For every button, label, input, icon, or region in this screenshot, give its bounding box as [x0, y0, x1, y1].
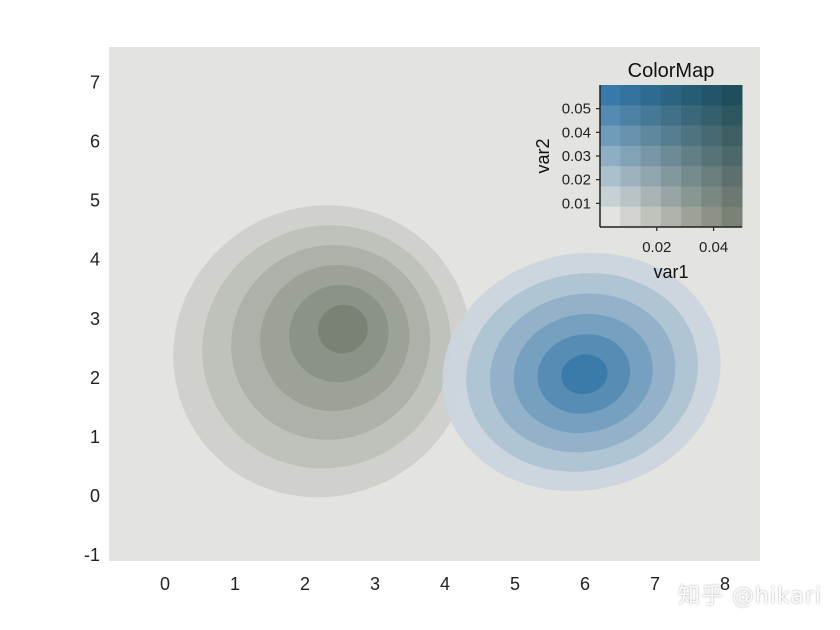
colormap-cell: [721, 85, 743, 106]
inset-y-tick-label: 0.03: [562, 148, 591, 165]
y-axis-ticks: -1 0 1 2 3 4 5 6 7: [84, 72, 100, 565]
inset-title: ColorMap: [628, 60, 715, 82]
colormap-cell: [681, 206, 702, 228]
colormap-cell: [600, 206, 621, 228]
x-tick-label: 1: [230, 574, 240, 594]
y-tick-label: 2: [90, 368, 100, 388]
y-tick-label: 1: [90, 427, 100, 447]
colormap-cell: [620, 206, 642, 228]
colormap-cell: [701, 206, 723, 228]
inset-y-tick-label: 0.01: [562, 195, 591, 212]
colormap-cell: [701, 166, 723, 187]
x-tick-label: 5: [510, 574, 520, 594]
inset-y-tick-label: 0.02: [562, 172, 591, 189]
y-tick-label: 5: [90, 191, 100, 211]
colormap-cell: [640, 206, 662, 228]
inset-y-label: var2: [533, 138, 553, 173]
colormap-cell: [640, 145, 662, 167]
x-tick-label: 4: [440, 574, 450, 594]
inset-x-tick-label: 0.04: [699, 239, 728, 256]
x-axis-ticks: 0 1 2 3 4 5 6 7 8: [160, 574, 730, 594]
colormap-cell: [701, 186, 723, 208]
colormap-cell: [721, 125, 743, 147]
colormap-cell: [721, 186, 743, 208]
x-tick-label: 8: [720, 574, 730, 594]
inset-x-ticks: 0.02 0.04: [642, 227, 728, 256]
colormap-cell: [721, 145, 743, 167]
colormap-cell: [701, 145, 723, 167]
colormap-cell: [600, 105, 621, 127]
colormap-grid: [600, 85, 743, 228]
colormap-cell: [681, 105, 702, 127]
colormap-cell: [600, 85, 621, 106]
colormap-cell: [600, 186, 621, 208]
x-tick-label: 7: [650, 574, 660, 594]
colormap-cell: [721, 206, 743, 228]
colormap-cell: [681, 166, 702, 187]
colormap-cell: [681, 85, 702, 106]
inset-x-tick-label: 0.02: [642, 239, 671, 256]
colormap-cell: [681, 145, 702, 167]
colormap-cell: [681, 186, 702, 208]
colormap-cell: [640, 85, 662, 106]
contour-layer: [173, 205, 721, 498]
colormap-cell: [701, 125, 723, 147]
colormap-cell: [660, 206, 682, 228]
colormap-cell: [640, 105, 662, 127]
x-tick-label: 2: [300, 574, 310, 594]
watermark: 知乎 @hikari: [677, 584, 822, 609]
colormap-cell: [660, 125, 682, 147]
colormap-cell: [701, 105, 723, 127]
inset-x-label: var1: [653, 262, 688, 282]
inset-y-tick-label: 0.05: [562, 101, 591, 118]
colormap-cell: [600, 145, 621, 167]
colormap-cell: [660, 105, 682, 127]
x-tick-label: 3: [370, 574, 380, 594]
inset-y-tick-label: 0.04: [562, 124, 591, 141]
contour-level: [561, 354, 608, 395]
colormap-cell: [640, 186, 662, 208]
inset-y-ticks: 0.01 0.02 0.03 0.04 0.05: [562, 101, 600, 212]
colormap-cell: [620, 166, 642, 187]
y-tick-label: 6: [90, 132, 100, 152]
y-tick-label: 3: [90, 309, 100, 329]
y-tick-label: 0: [90, 486, 100, 506]
colormap-cell: [660, 186, 682, 208]
colormap-cell: [701, 85, 723, 106]
colormap-cell: [721, 105, 743, 127]
colormap-cell: [640, 125, 662, 147]
colormap-cell: [620, 125, 642, 147]
x-tick-label: 6: [580, 574, 590, 594]
colormap-cell: [721, 166, 743, 187]
colormap-cell: [620, 85, 642, 106]
y-tick-label: 7: [90, 72, 100, 92]
y-tick-label: 4: [90, 250, 100, 270]
colormap-inset: 0.02 0.04 0.01 0.02 0.03 0.04 0.05 ColorMap v…: [533, 60, 743, 282]
colormap-cell: [660, 166, 682, 187]
colormap-cell: [600, 125, 621, 147]
colormap-cell: [620, 186, 642, 208]
colormap-cell: [660, 145, 682, 167]
colormap-cell: [620, 105, 642, 127]
y-tick-label: -1: [84, 545, 100, 565]
contour-level: [318, 304, 368, 354]
colormap-cell: [620, 145, 642, 167]
colormap-cell: [640, 166, 662, 187]
x-tick-label: 0: [160, 574, 170, 594]
colormap-cell: [660, 85, 682, 106]
colormap-cell: [681, 125, 702, 147]
colormap-cell: [600, 166, 621, 187]
